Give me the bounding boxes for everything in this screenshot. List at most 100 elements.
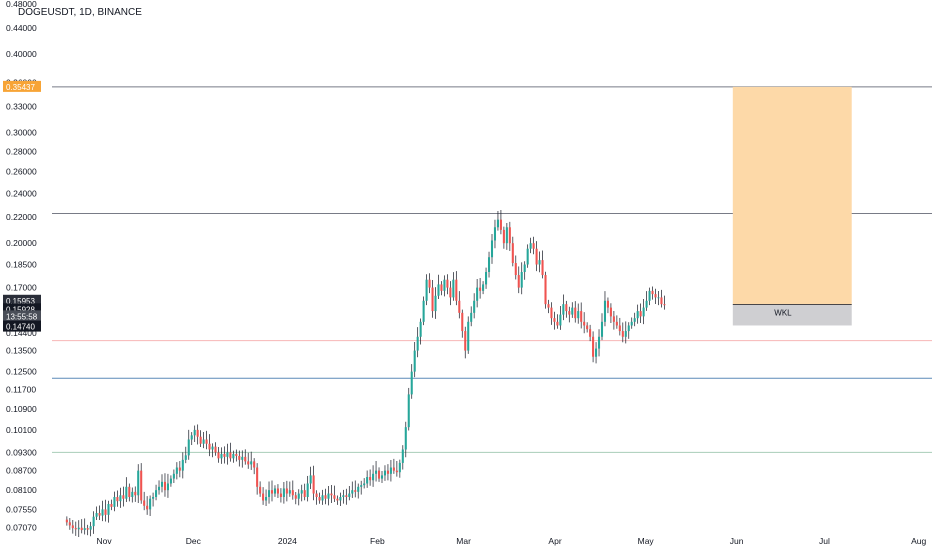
candle-body <box>392 467 395 471</box>
zone-label: WKL <box>774 309 792 318</box>
candle-body <box>149 498 152 510</box>
candle-body <box>345 495 348 497</box>
candle-body <box>589 329 592 337</box>
symbol-title: DOGEUSDT, 1D, BINANCE <box>18 7 142 18</box>
candle-body <box>348 493 351 497</box>
target-price-tag: 0.35437 <box>6 83 35 92</box>
x-tick-label: Apr <box>548 536 561 546</box>
candle-body <box>71 525 74 529</box>
candle-body <box>398 462 401 473</box>
candle-body <box>330 493 333 496</box>
candle-body <box>235 453 238 456</box>
y-tick-label: 0.33000 <box>6 101 37 111</box>
candle-body <box>253 461 256 468</box>
candle-body <box>267 490 271 497</box>
candle-body <box>193 429 196 436</box>
candle-body <box>508 227 511 244</box>
time-axis[interactable]: Nov Dec 2024 Feb Mar Apr May Jun Jul Aug <box>97 536 927 546</box>
y-tick-label: 0.14400 <box>6 328 37 338</box>
candle-body <box>410 371 413 395</box>
candle-body <box>505 227 508 244</box>
candle-body <box>627 325 630 332</box>
candle-body <box>544 275 547 305</box>
candle-body <box>172 473 175 479</box>
y-tick-label: 0.08700 <box>6 466 37 476</box>
position-tool[interactable]: WKL <box>732 86 852 326</box>
candle-body <box>485 271 488 285</box>
candle-body <box>169 478 172 484</box>
candle-body <box>437 284 440 296</box>
candle-body <box>526 248 529 265</box>
target-price-tag-bg <box>3 80 41 92</box>
candle-body <box>577 311 580 319</box>
countdown-tag: 13:55:58 <box>6 312 38 321</box>
candle-body <box>226 452 229 457</box>
candle-body <box>223 453 226 457</box>
candle-body <box>220 453 223 459</box>
candle-body <box>128 486 131 497</box>
candle-body <box>473 300 476 313</box>
candle-body <box>636 311 639 319</box>
candle-body <box>137 470 140 496</box>
candle-body <box>529 243 532 249</box>
y-tick-label: 0.17000 <box>6 283 37 293</box>
candle-body <box>633 318 636 322</box>
candle-body <box>294 495 297 499</box>
y-tick-label: 0.09300 <box>6 447 37 457</box>
candle-body <box>256 467 259 487</box>
candle-body <box>535 248 538 265</box>
candle-body <box>247 461 250 465</box>
candle-body <box>372 473 375 481</box>
candle-body <box>595 348 598 357</box>
candle-body <box>309 475 312 484</box>
candle-body <box>615 321 618 326</box>
candle-body <box>80 527 83 531</box>
y-tick-label: 0.28000 <box>6 146 37 156</box>
stop-zone <box>732 304 852 326</box>
candle-body <box>553 318 556 322</box>
candle-body <box>113 496 116 507</box>
candle-body <box>502 229 505 244</box>
candle-body <box>297 493 300 499</box>
y-tick-label: 0.11700 <box>6 385 36 395</box>
candle-body <box>366 476 369 484</box>
candle-body <box>327 493 330 499</box>
candle-body <box>401 449 404 463</box>
candle-body <box>122 495 125 499</box>
y-tick-label: 0.30000 <box>6 127 37 137</box>
candle-body <box>276 488 279 494</box>
candle-body <box>600 321 604 337</box>
candle-body <box>265 496 268 501</box>
candle-body <box>140 470 143 501</box>
candle-body <box>499 219 502 230</box>
candle-body <box>496 219 499 228</box>
candle-body <box>470 312 473 322</box>
candle-body <box>205 439 208 444</box>
candle-body <box>104 509 107 515</box>
y-tick-label: 0.13500 <box>6 346 37 356</box>
candle-body <box>181 459 184 471</box>
candle-body <box>467 321 470 351</box>
candle-body <box>422 300 425 322</box>
candle-body <box>416 336 419 351</box>
candle-body <box>618 325 621 332</box>
candle-body <box>131 491 134 497</box>
target-zone <box>732 86 852 305</box>
close-price-tag-bg <box>3 303 41 315</box>
candle-body <box>645 300 648 308</box>
candle-body <box>609 307 612 317</box>
candle-body <box>214 446 217 453</box>
candle-body <box>434 295 437 312</box>
candle-body <box>229 452 232 459</box>
candle-body <box>101 509 104 516</box>
candle-body <box>291 490 294 496</box>
candle-body <box>377 470 381 479</box>
candle-body <box>92 516 95 527</box>
candle-body <box>431 287 434 312</box>
candle-body <box>155 490 158 497</box>
candle-body <box>86 528 89 530</box>
y-tick-label: 0.07070 <box>6 522 37 532</box>
candle-body <box>541 260 544 276</box>
price-axis[interactable]: 0.480000.440000.400000.360000.330000.300… <box>6 0 37 532</box>
